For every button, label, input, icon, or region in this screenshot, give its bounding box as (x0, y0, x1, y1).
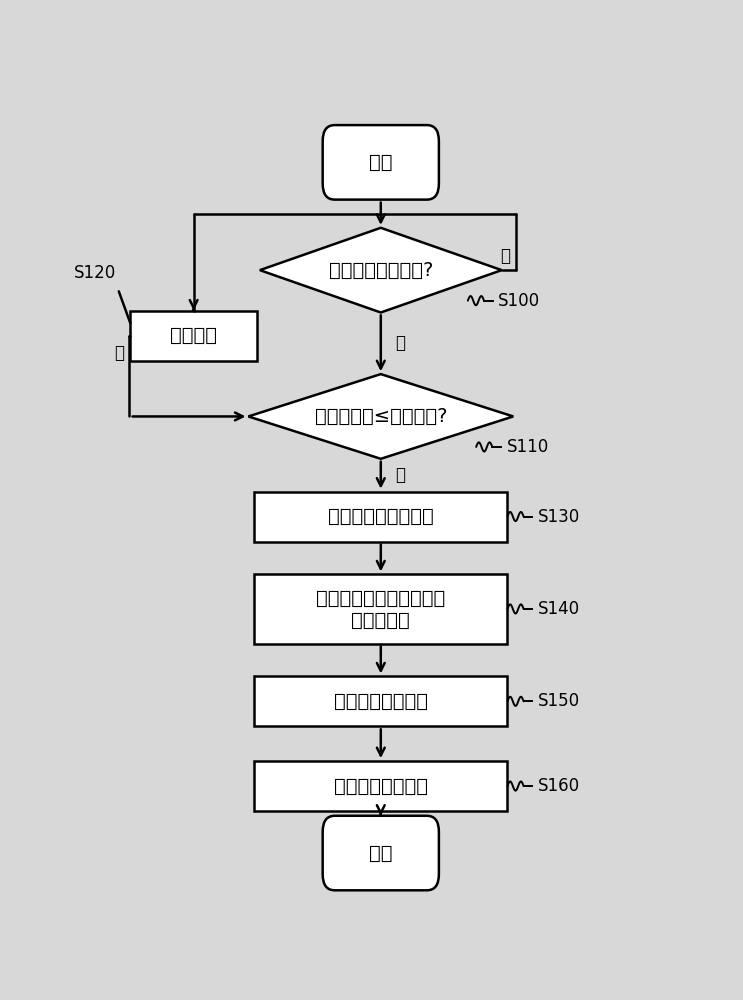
Text: 结束: 结束 (369, 844, 392, 863)
Text: 开始: 开始 (369, 153, 392, 172)
Text: 是: 是 (395, 466, 405, 484)
Polygon shape (248, 374, 513, 459)
Text: S110: S110 (507, 438, 549, 456)
Text: 是否输入开始信号?: 是否输入开始信号? (328, 261, 433, 280)
Text: 感测转向盘的转向角: 感测转向盘的转向角 (328, 507, 434, 526)
Text: S160: S160 (538, 777, 580, 795)
Text: S150: S150 (538, 692, 580, 710)
Text: S120: S120 (74, 264, 116, 282)
Polygon shape (260, 228, 502, 312)
Text: S100: S100 (499, 292, 540, 310)
Bar (254, 492, 507, 542)
Text: 施加第二转向扭矩: 施加第二转向扭矩 (334, 692, 428, 711)
Text: 否: 否 (114, 344, 125, 362)
Text: 警报错误: 警报错误 (170, 326, 217, 345)
Text: 是: 是 (395, 334, 405, 352)
Text: 否: 否 (500, 247, 510, 265)
Text: 施加第三转向扭矩: 施加第三转向扭矩 (334, 777, 428, 796)
Bar (130, 311, 257, 361)
Text: 基于转向角计算第一转向
扭矩来施加: 基于转向角计算第一转向 扭矩来施加 (317, 588, 445, 629)
Bar (254, 574, 507, 644)
FancyBboxPatch shape (322, 816, 439, 890)
Text: S130: S130 (538, 508, 580, 526)
Text: 车辆的速度≤基准速度?: 车辆的速度≤基准速度? (314, 407, 447, 426)
Bar (254, 676, 507, 726)
Text: S140: S140 (538, 600, 580, 618)
FancyBboxPatch shape (322, 125, 439, 200)
Bar (254, 761, 507, 811)
